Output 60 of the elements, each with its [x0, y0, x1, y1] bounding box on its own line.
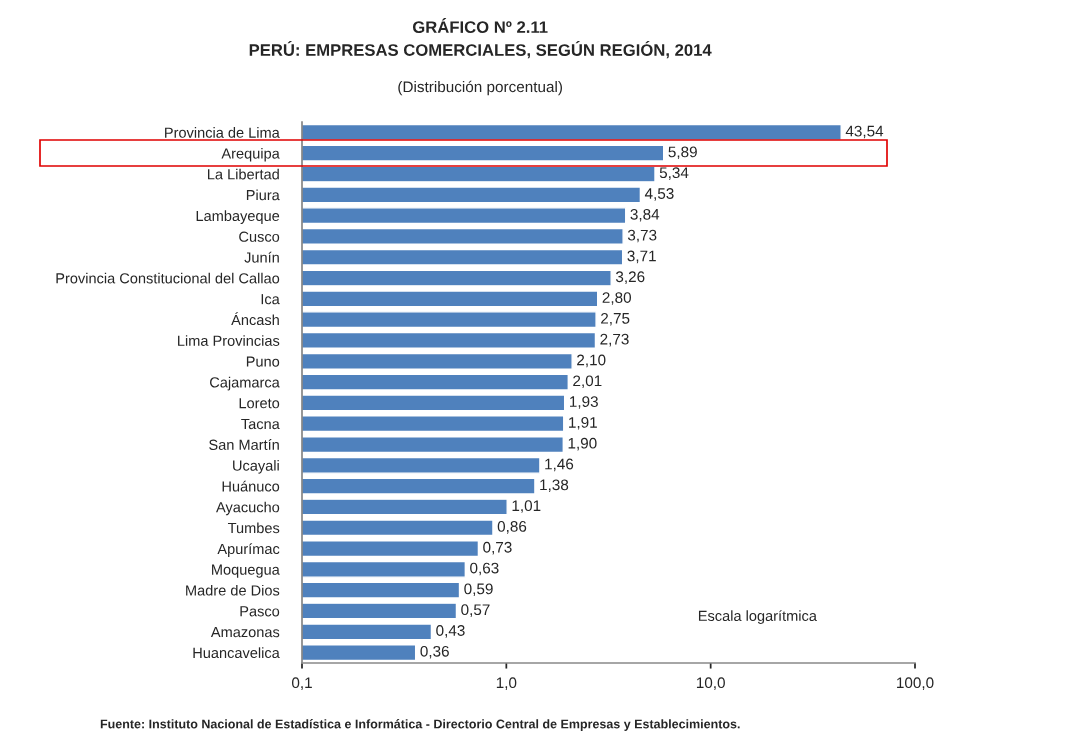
y-tick-label: Provincia Constitucional del Callao	[56, 272, 280, 284]
data-label: 1,91	[569, 416, 597, 430]
data-label: 3,84	[630, 208, 660, 222]
data-label: 0,73	[483, 541, 512, 555]
y-tick-label: Arequipa	[221, 147, 280, 162]
data-label: 1,93	[570, 396, 598, 409]
data-label: 2,75	[601, 312, 630, 326]
data-label: 1,46	[545, 458, 574, 472]
data-label: 2,73	[600, 333, 629, 347]
y-tick-label: Moquegua	[212, 564, 280, 578]
y-tick-label: Piura	[246, 189, 280, 201]
y-tick-label: Loreto	[239, 398, 280, 409]
y-tick-label: Amazonas	[210, 627, 280, 638]
y-tick-label: Ica	[261, 294, 280, 305]
data-label: 0,63	[470, 562, 499, 576]
y-tick-label: Áncash	[231, 312, 279, 326]
data-label: 1,90	[568, 437, 597, 451]
y-tick-label: Tacna	[241, 418, 280, 430]
y-tick-label: Huánuco	[222, 480, 280, 492]
x-tick-label: 100,0	[897, 677, 934, 690]
data-label: 43,54	[845, 125, 884, 139]
chart-subtitle: (Distribución porcentual)	[398, 80, 562, 96]
y-tick-label: San Martín	[209, 439, 279, 450]
source-note: Fuente: Instituto Nacional de Estadística e Informática - Directorio Central de Empresas y Establecimientos.	[100, 719, 740, 731]
y-tick-label: Cusco	[239, 231, 280, 242]
y-tick-label: Provincia de Lima	[165, 127, 280, 138]
y-tick-label: Pasco	[240, 606, 280, 617]
data-label: 2,80	[602, 292, 632, 305]
data-label: 5,89	[668, 146, 697, 160]
y-tick-label: Tumbes	[227, 522, 280, 534]
y-tick-label: Cajamarca	[210, 376, 280, 391]
data-label: 0,36	[420, 645, 449, 659]
y-tick-label: Ayacucho	[216, 501, 280, 516]
y-tick-label: Lambayeque	[196, 210, 280, 224]
chart-title: GRÁFICO Nº 2.11 PERÚ: EMPRESAS COMERCIALES, SEGÚN REGIÓN, 2014	[249, 18, 712, 59]
y-tick-label: Madre de Dios	[186, 584, 280, 596]
annotation: Escala logarítmica	[698, 610, 817, 624]
y-tick-label: Huancavelica	[193, 647, 280, 659]
data-label: 1,01	[512, 500, 541, 513]
data-label: 0,59	[464, 583, 493, 597]
data-label: 3,26	[615, 271, 645, 284]
y-tick-label: La Libertad	[208, 168, 279, 180]
y-tick-label: Junín	[244, 251, 279, 263]
y-tick-label: Puno	[246, 356, 280, 367]
data-label: 2,01	[573, 375, 602, 388]
y-tick-label: Ucayali	[233, 460, 279, 474]
data-label: 1,38	[540, 479, 569, 493]
data-label: 4,53	[644, 188, 674, 201]
y-tick-label: Lima Provincias	[178, 335, 280, 346]
data-label: 0,43	[436, 625, 465, 638]
data-label: 3,73	[627, 229, 657, 243]
data-label: 0,57	[461, 604, 490, 617]
y-tick-label: Apurímac	[217, 543, 280, 557]
data-label: 0,86	[497, 521, 527, 534]
data-label: 2,10	[577, 354, 606, 368]
data-label: 5,34	[659, 167, 689, 180]
x-tick-label: 10,0	[696, 677, 725, 690]
x-tick-label: 1,0	[496, 677, 517, 690]
x-tick-label: 0,1	[291, 677, 312, 690]
data-label: 3,71	[627, 250, 656, 264]
